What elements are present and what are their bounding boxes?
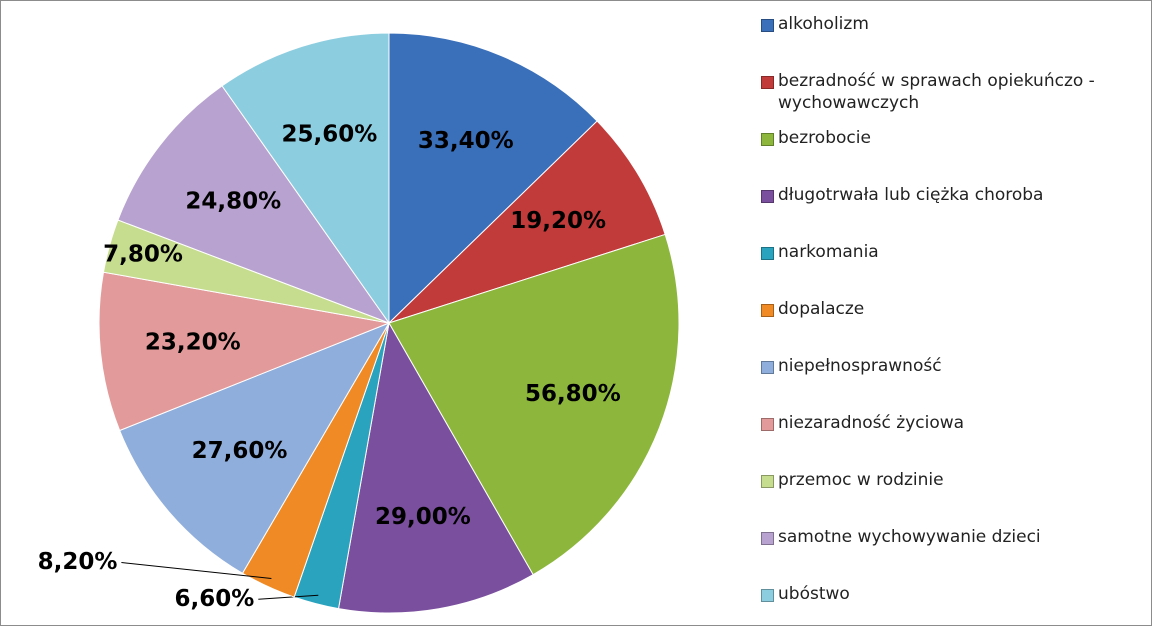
legend-swatch: [761, 190, 774, 203]
legend-label: przemoc w rodzinie: [778, 470, 944, 490]
pie-slice: [98, 271, 391, 432]
legend-label: dopalacze: [778, 299, 865, 319]
legend-swatch: [761, 475, 774, 488]
legend-label: narkomania: [778, 242, 879, 262]
data-label: 33,40%: [418, 128, 514, 154]
legend-item: bezrobocie: [761, 127, 1146, 184]
pie-slice: [117, 85, 391, 325]
pie-slice: [337, 321, 534, 614]
data-label: 19,20%: [510, 208, 606, 234]
legend-label: alkoholizm: [778, 14, 869, 34]
legend-swatch: [761, 76, 774, 89]
legend-item: ubóstwo: [761, 583, 1146, 625]
pie-slice: [388, 120, 666, 324]
data-label: 25,60%: [282, 122, 378, 148]
legend-item: narkomania: [761, 241, 1146, 298]
legend-label: bezrobocie: [778, 128, 871, 148]
legend-item: alkoholizm: [761, 13, 1146, 70]
legend-item: przemoc w rodzinie: [761, 469, 1146, 526]
legend-item: długotrwała lub ciężka choroba: [761, 184, 1146, 241]
pie-slice: [388, 233, 680, 576]
legend-label: samotne wychowywanie dzieci: [778, 527, 1041, 547]
data-label: 56,80%: [525, 381, 621, 407]
legend-swatch: [761, 532, 774, 545]
data-label: 6,60%: [175, 586, 255, 612]
data-label: 24,80%: [185, 189, 281, 215]
legend-label: niezaradność życiowa: [778, 413, 965, 433]
legend-label: długotrwała lub ciężka choroba: [778, 185, 1044, 205]
data-label: 29,00%: [375, 504, 471, 530]
legend-item: niezaradność życiowa: [761, 412, 1146, 469]
data-label: 27,60%: [192, 438, 288, 464]
legend-swatch: [761, 133, 774, 146]
legend-swatch: [761, 361, 774, 374]
legend-item: bezradność w sprawach opiekuńczo - wycho…: [761, 70, 1146, 127]
pie-slice: [221, 32, 390, 325]
legend-swatch: [761, 304, 774, 317]
legend-swatch: [761, 247, 774, 260]
data-label: 23,20%: [145, 330, 241, 356]
leader-line: [258, 594, 319, 600]
pie-slice: [388, 32, 598, 325]
pie-area: 33,40% 19,20% 56,80% 29,00% 6,60% 8,20% 27,60%…: [38, 32, 680, 614]
legend-item: samotne wychowywanie dzieci: [761, 526, 1146, 583]
pie-slice: [119, 321, 391, 574]
legend-item: niepełnosprawność: [761, 355, 1146, 412]
legend-swatch: [761, 589, 774, 602]
legend-label: ubóstwo: [778, 584, 850, 604]
data-label: 8,20%: [38, 549, 118, 575]
legend-item: dopalacze: [761, 298, 1146, 355]
legend-swatch: [761, 19, 774, 32]
legend: alkoholizm bezradność w sprawach opiekuńc…: [761, 13, 1146, 625]
data-label: 7,80%: [103, 242, 183, 268]
leader-line: [121, 562, 272, 580]
legend-label: bezradność w sprawach opiekuńczo - wycho…: [778, 71, 1095, 113]
legend-swatch: [761, 418, 774, 431]
legend-label: niepełnosprawność: [778, 356, 942, 376]
